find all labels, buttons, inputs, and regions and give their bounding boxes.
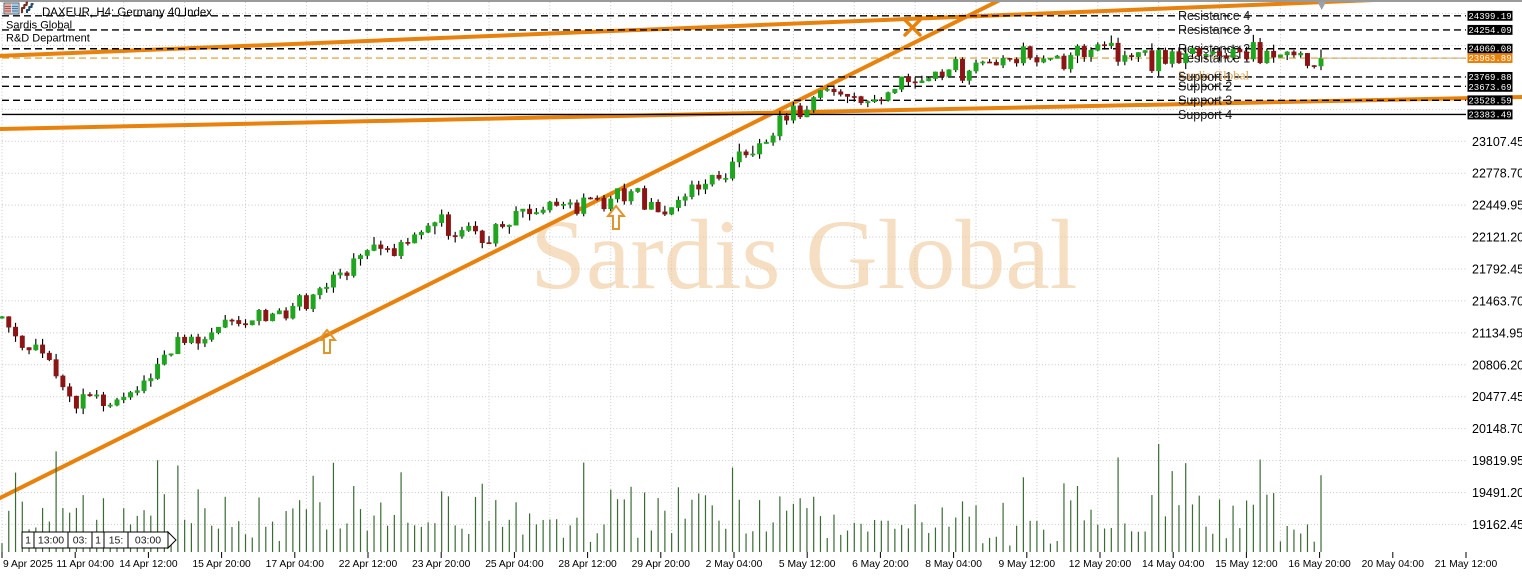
svg-text:17 Apr 04:00: 17 Apr 04:00 (266, 559, 325, 570)
svg-text:19491.20: 19491.20 (1472, 486, 1522, 500)
svg-text:6 May 20:00: 6 May 20:00 (852, 559, 909, 570)
svg-text:20 May 04:00: 20 May 04:00 (1362, 559, 1425, 570)
svg-text:23 Apr 20:00: 23 Apr 20:00 (412, 559, 471, 570)
svg-text:22449.95: 22449.95 (1472, 199, 1522, 213)
svg-text:23383.49: 23383.49 (1468, 110, 1511, 120)
svg-text:1: 1 (95, 535, 101, 547)
svg-text:Resistance 4: Resistance 4 (1178, 9, 1250, 23)
svg-text:9 May 12:00: 9 May 12:00 (998, 559, 1055, 570)
svg-text:28 Apr 12:00: 28 Apr 12:00 (558, 559, 617, 570)
svg-text:15 Apr 20:00: 15 Apr 20:00 (192, 559, 251, 570)
svg-text:23528.59: 23528.59 (1468, 96, 1511, 106)
svg-text:20477.45: 20477.45 (1472, 390, 1522, 404)
svg-text:23769.88: 23769.88 (1468, 73, 1511, 83)
svg-text:Support 3: Support 3 (1178, 94, 1232, 108)
svg-text:22 Apr 12:00: 22 Apr 12:00 (339, 559, 398, 570)
svg-text:5 May 12:00: 5 May 12:00 (779, 559, 836, 570)
svg-text:23107.45: 23107.45 (1472, 135, 1522, 149)
svg-text:12 May 20:00: 12 May 20:00 (1069, 559, 1132, 570)
svg-text:11 Apr 04:00: 11 Apr 04:00 (56, 559, 114, 570)
svg-text:03:00: 03:00 (135, 535, 161, 547)
svg-text:Support 4: Support 4 (1178, 108, 1232, 122)
svg-text:13:00: 13:00 (38, 535, 64, 547)
svg-text:24399.19: 24399.19 (1468, 12, 1511, 22)
svg-text:19819.95: 19819.95 (1472, 454, 1522, 468)
svg-text:24254.09: 24254.09 (1468, 26, 1511, 36)
svg-text:Resistance 3: Resistance 3 (1178, 23, 1250, 37)
svg-text:Support 2: Support 2 (1178, 80, 1232, 94)
svg-text:21134.95: 21134.95 (1472, 326, 1522, 340)
svg-text:14 May 04:00: 14 May 04:00 (1142, 559, 1205, 570)
svg-text:2 May 04:00: 2 May 04:00 (706, 559, 763, 570)
svg-text:16 May 20:00: 16 May 20:00 (1288, 559, 1351, 570)
svg-text:25 Apr 04:00: 25 Apr 04:00 (485, 559, 544, 570)
svg-text:22121.20: 22121.20 (1472, 231, 1522, 245)
svg-text:1: 1 (25, 535, 31, 547)
svg-text:21463.70: 21463.70 (1472, 294, 1522, 308)
svg-text:8 May 04:00: 8 May 04:00 (925, 559, 982, 570)
svg-text:9 Apr 2025: 9 Apr 2025 (3, 559, 53, 570)
svg-text:DAXEUR, H4: Germany 40 Index: DAXEUR, H4: Germany 40 Index (42, 7, 212, 19)
svg-text:14 Apr 12:00: 14 Apr 12:00 (119, 559, 178, 570)
svg-text:29 Apr 20:00: 29 Apr 20:00 (632, 559, 691, 570)
svg-text:15:: 15: (109, 535, 124, 547)
svg-text:Sardis Global: Sardis Global (6, 20, 72, 32)
svg-text:20148.70: 20148.70 (1472, 422, 1522, 436)
svg-text:15 May 12:00: 15 May 12:00 (1215, 559, 1278, 570)
svg-text:22778.70: 22778.70 (1472, 167, 1522, 181)
svg-text:19162.45: 19162.45 (1472, 518, 1522, 532)
svg-text:23673.69: 23673.69 (1468, 83, 1511, 93)
svg-text:20806.20: 20806.20 (1472, 358, 1522, 372)
svg-text:21 May 12:00: 21 May 12:00 (1435, 559, 1498, 570)
svg-text:03:: 03: (73, 535, 88, 547)
svg-text:R&D Department: R&D Department (6, 33, 90, 45)
svg-text:23963.89: 23963.89 (1468, 54, 1511, 64)
svg-text:21792.45: 21792.45 (1472, 263, 1522, 277)
